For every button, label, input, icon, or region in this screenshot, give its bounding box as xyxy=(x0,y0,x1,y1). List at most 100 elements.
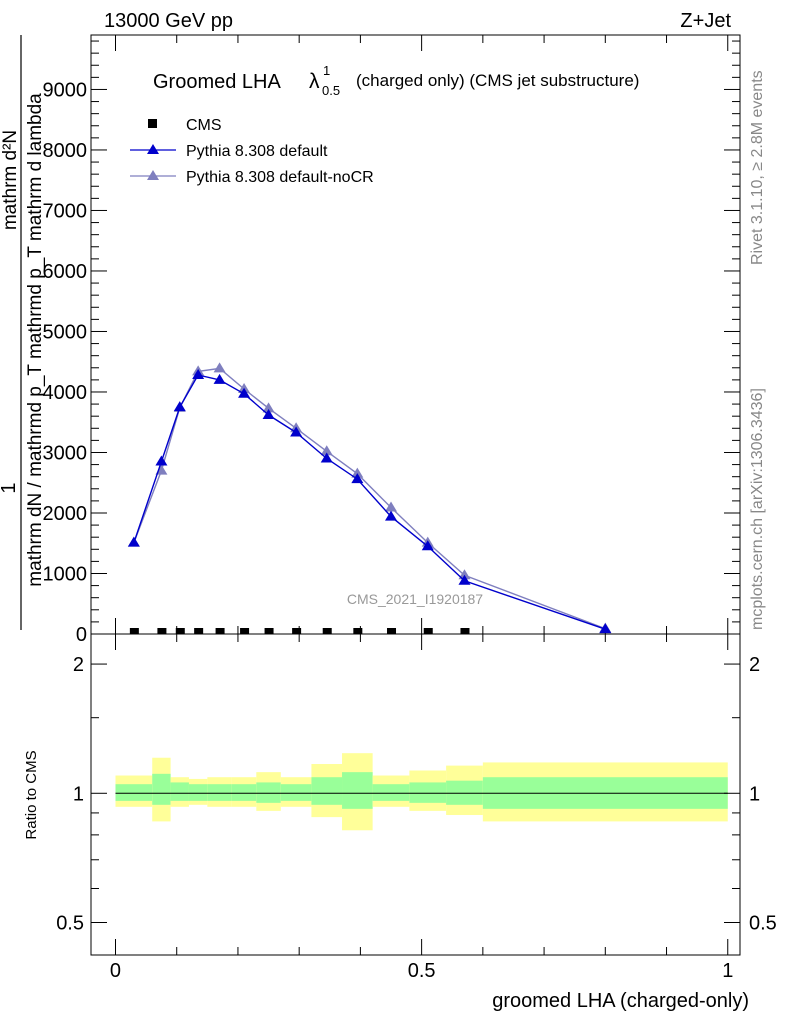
ratio-plot-frame xyxy=(90,633,741,956)
legend-nocr-label: Pythia 8.308 default-noCR xyxy=(186,169,374,186)
cms-data-point xyxy=(175,628,185,634)
cms-data-point xyxy=(215,628,225,634)
rivet-label: Rivet 3.1.10, ≥ 2.8M events xyxy=(749,70,766,265)
title-subscript: 0.5 xyxy=(322,83,340,98)
ratio-y-tick-labels: 0.5 0.5 1 1 2 2 xyxy=(56,654,777,934)
analysis-watermark: CMS_2021_I1920187 xyxy=(347,591,483,607)
main-y-tick-label: 0 xyxy=(76,624,87,646)
mcplots-label: mcplots.cern.ch [arXiv:1306.3436] xyxy=(749,388,766,630)
main-series xyxy=(127,362,612,634)
title-superscript: 1 xyxy=(323,63,330,78)
ratio-band-inner xyxy=(342,772,373,809)
series-point-nocr xyxy=(385,501,398,512)
cms-data-point xyxy=(240,628,250,634)
ratio-axis-ticks xyxy=(91,634,740,955)
ratio-y-axis-label: Ratio to CMS xyxy=(23,750,40,839)
main-y-tick-label: 3000 xyxy=(43,442,88,464)
series-point-default xyxy=(351,473,364,484)
cms-data-point xyxy=(129,628,139,634)
ratio-band-inner xyxy=(170,782,189,801)
main-y-tick-label: 6000 xyxy=(43,261,88,283)
title-main: Groomed LHA xyxy=(153,71,281,93)
series-point-default xyxy=(421,540,434,551)
legend-cms-marker xyxy=(148,119,157,128)
ratio-y-tick-label-right: 0.5 xyxy=(749,912,777,934)
series-point-default xyxy=(290,426,303,437)
ratio-band-inner xyxy=(152,773,171,805)
series-point-default xyxy=(320,452,333,463)
series-point-default xyxy=(155,455,168,466)
cms-data-point xyxy=(194,628,204,634)
main-y-tick-label: 2000 xyxy=(43,503,88,525)
ratio-y-tick-label-left: 2 xyxy=(73,654,84,676)
main-y-axis-label: 1 mathrm dN / mathrmd p_T mathrmd p_T ma… xyxy=(0,35,46,630)
energy-label: 13000 GeV pp xyxy=(104,10,233,32)
series-point-default xyxy=(213,373,226,384)
ratio-band-inner xyxy=(256,782,281,803)
series-point-default xyxy=(599,623,612,634)
main-y-tick-label: 7000 xyxy=(43,200,88,222)
cms-data-point xyxy=(387,628,397,634)
series-line-nocr xyxy=(133,367,606,630)
ratio-band-inner xyxy=(207,784,232,801)
series-point-nocr xyxy=(458,569,471,580)
ratio-band-inner xyxy=(311,777,343,805)
legend-default-marker xyxy=(147,144,159,154)
legend-nocr-marker xyxy=(147,170,159,180)
ratio-band-inner xyxy=(188,784,208,801)
series-point-default xyxy=(238,387,251,398)
series-point-nocr xyxy=(262,402,275,413)
cms-data-point xyxy=(292,628,302,634)
ratio-y-tick-label-left: 1 xyxy=(73,783,84,805)
legend: CMS Pythia 8.308 default Pythia 8.308 de… xyxy=(130,117,374,186)
cms-data-point xyxy=(353,628,363,634)
series-point-default xyxy=(458,574,471,585)
ratio-y-tick-label-right: 2 xyxy=(749,654,760,676)
ratio-y-tick-label-left: 0.5 xyxy=(56,912,84,934)
ratio-band-inner xyxy=(115,784,153,801)
process-label: Z+Jet xyxy=(680,10,731,32)
main-y-tick-label: 4000 xyxy=(43,382,88,404)
cms-data-point xyxy=(322,628,332,634)
cms-data-point xyxy=(264,628,274,634)
legend-cms-label: CMS xyxy=(186,117,222,134)
main-y-tick-label: 8000 xyxy=(43,140,88,162)
ratio-band-inner xyxy=(409,782,447,803)
x-tick-labels: 0 0.5 1 xyxy=(110,960,733,982)
x-axis-label: groomed LHA (charged-only) xyxy=(492,990,749,1012)
x-tick-label: 0.5 xyxy=(408,960,436,982)
main-y-tick-labels: 0 1000 2000 3000 4000 5000 6000 7000 8000 9000 xyxy=(43,79,88,646)
series-point-default xyxy=(173,401,186,412)
series-point-nocr xyxy=(351,467,364,478)
cms-data-point xyxy=(460,628,470,634)
title-rest: (charged only) (CMS jet substructure) xyxy=(356,71,639,90)
ratio-band-inner xyxy=(231,784,257,801)
legend-default-label: Pythia 8.308 default xyxy=(186,143,328,160)
y-label-denominator: mathrm dN / mathrmd p_T mathrmd p_T math… xyxy=(25,93,46,587)
ratio-band-inner xyxy=(372,784,410,801)
series-line-default xyxy=(133,374,606,630)
main-y-tick-label: 5000 xyxy=(43,321,88,343)
main-y-tick-label: 1000 xyxy=(43,563,88,585)
y-label-overlay: mathrm d²N xyxy=(0,130,21,230)
ratio-band-inner xyxy=(280,784,312,801)
main-axis-ticks xyxy=(91,35,740,635)
series-point-default xyxy=(192,369,205,380)
ratio-bands xyxy=(115,753,728,831)
ratio-band-inner xyxy=(446,780,483,805)
series-point-nocr xyxy=(213,362,226,373)
x-tick-label: 0 xyxy=(110,960,121,982)
ratio-y-tick-label-right: 1 xyxy=(749,783,760,805)
y-label-numerator: 1 xyxy=(0,482,20,493)
main-y-tick-label: 9000 xyxy=(43,79,88,101)
series-point-default xyxy=(385,510,398,521)
series-point-default xyxy=(262,408,275,419)
cms-data-point xyxy=(157,628,167,634)
cms-data-point xyxy=(423,628,433,634)
x-tick-label: 1 xyxy=(722,960,733,982)
series-point-nocr xyxy=(320,445,333,456)
title-lambda: λ xyxy=(309,70,320,93)
series-point-default xyxy=(127,536,140,547)
plot-title: Groomed LHA λ 0.5 1 (charged only) (CMS … xyxy=(153,63,639,98)
